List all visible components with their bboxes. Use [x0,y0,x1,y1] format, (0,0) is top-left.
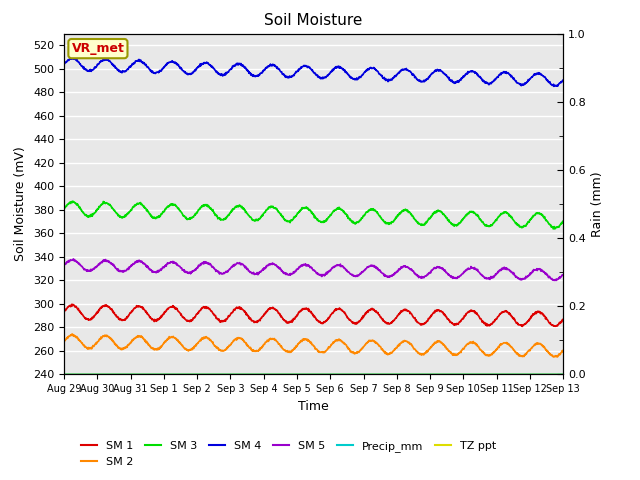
TZ ppt [282,372,290,377]
SM 5 [283,270,291,276]
TZ ppt [119,372,127,377]
SM 5 [559,272,567,277]
TZ ppt [559,372,567,377]
SM 3 [99,201,107,206]
SM 1 [518,324,526,329]
SM 2 [344,346,352,352]
SM 1 [68,301,76,307]
SM 5 [60,261,68,267]
SM 3 [60,205,68,211]
SM 4 [559,77,567,83]
SM 5 [272,262,280,268]
TZ ppt [291,372,299,377]
Precip_mm [282,372,290,377]
SM 1 [559,316,567,322]
Line: SM 1: SM 1 [64,304,563,326]
SM 5 [550,277,558,283]
SM 3 [344,215,352,220]
Title: Soil Moisture: Soil Moisture [264,13,363,28]
SM 2 [272,337,280,343]
Precip_mm [559,372,567,377]
SM 5 [292,269,300,275]
SM 4 [272,64,280,70]
SM 5 [344,269,352,275]
SM 5 [120,269,127,275]
SM 2 [292,344,300,350]
SM 2 [68,331,76,337]
Precip_mm [119,372,127,377]
Legend: SM 1, SM 2, SM 3, SM 4, SM 5, Precip_mm, TZ ppt: SM 1, SM 2, SM 3, SM 4, SM 5, Precip_mm,… [76,437,501,471]
SM 3 [559,218,567,224]
SM 3 [292,214,300,219]
SM 1 [60,309,68,314]
SM 1 [344,316,352,322]
Line: SM 2: SM 2 [64,334,563,357]
SM 2 [283,348,291,354]
SM 1 [99,304,107,310]
SM 3 [551,226,559,232]
SM 4 [292,70,300,76]
SM 1 [292,314,300,320]
SM 1 [272,307,280,313]
Precip_mm [272,372,280,377]
Precip_mm [99,372,106,377]
Text: VR_met: VR_met [72,42,124,55]
SM 2 [60,338,68,344]
X-axis label: Time: Time [298,400,329,413]
SM 4 [550,84,557,89]
Precip_mm [291,372,299,377]
SM 4 [120,69,127,74]
SM 5 [99,258,107,264]
SM 2 [120,345,127,351]
TZ ppt [99,372,106,377]
Line: SM 4: SM 4 [64,58,563,86]
Line: SM 5: SM 5 [64,259,563,280]
SM 1 [283,320,291,325]
SM 5 [70,256,77,262]
SM 2 [99,333,107,338]
SM 3 [69,198,77,204]
TZ ppt [272,372,280,377]
SM 2 [559,348,567,353]
TZ ppt [344,372,352,377]
SM 4 [60,61,68,67]
Precip_mm [60,372,68,377]
SM 3 [272,205,280,211]
TZ ppt [60,372,68,377]
Y-axis label: Rain (mm): Rain (mm) [591,171,604,237]
SM 4 [99,58,107,64]
SM 2 [554,354,561,360]
Y-axis label: Soil Moisture (mV): Soil Moisture (mV) [15,146,28,262]
SM 3 [120,215,127,220]
Precip_mm [344,372,352,377]
SM 1 [120,317,127,323]
SM 3 [283,218,291,224]
Line: SM 3: SM 3 [64,201,563,229]
SM 4 [68,55,76,61]
SM 4 [344,72,352,78]
SM 4 [283,74,291,80]
